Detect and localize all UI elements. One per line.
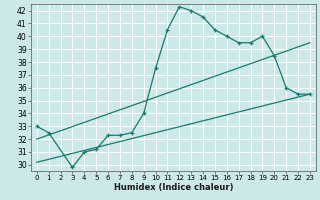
X-axis label: Humidex (Indice chaleur): Humidex (Indice chaleur) [114,183,233,192]
